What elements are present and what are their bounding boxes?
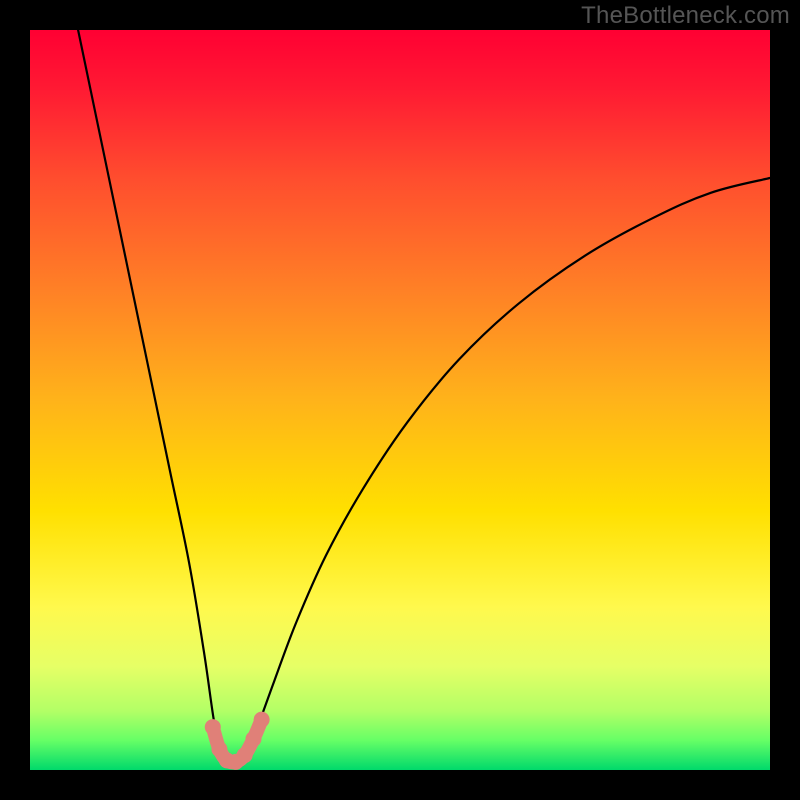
- gradient-background: [30, 30, 770, 770]
- trough-dot: [237, 747, 253, 763]
- bottleneck-chart: [30, 30, 770, 770]
- trough-dot: [254, 712, 270, 728]
- watermark-text: TheBottleneck.com: [581, 2, 790, 30]
- stage: TheBottleneck.com: [0, 0, 800, 800]
- trough-dot: [245, 731, 261, 747]
- trough-dot: [205, 719, 221, 735]
